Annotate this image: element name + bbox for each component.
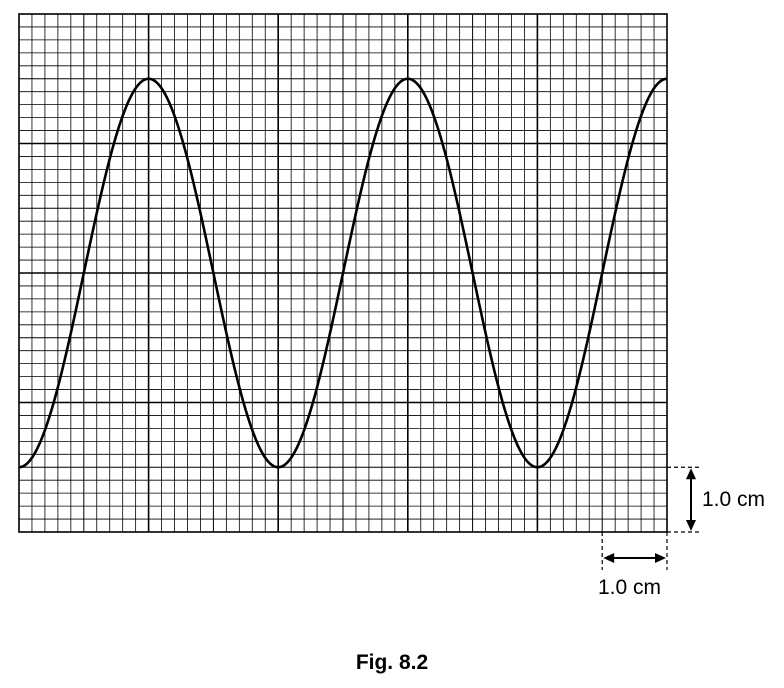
waveform-trace xyxy=(18,77,668,469)
vertical-scale-marker xyxy=(667,466,701,533)
horizontal-scale-arrowhead-left xyxy=(603,553,615,563)
horizontal-scale-marker xyxy=(601,532,668,570)
horizontal-scale-arrowhead-right xyxy=(655,553,666,563)
grid-border xyxy=(18,13,668,533)
vertical-scale-arrowhead-up xyxy=(686,468,696,480)
vertical-scale-label: 1.0 cm xyxy=(702,488,766,511)
figure-caption: Fig. 8.2 xyxy=(355,651,429,674)
vertical-scale-arrowhead-down xyxy=(686,520,696,531)
horizontal-scale-label: 1.0 cm xyxy=(598,576,662,599)
